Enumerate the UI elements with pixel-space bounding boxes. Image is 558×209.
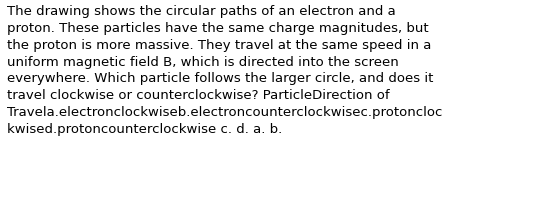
Text: The drawing shows the circular paths of an electron and a
proton. These particle: The drawing shows the circular paths of … [7, 5, 442, 136]
